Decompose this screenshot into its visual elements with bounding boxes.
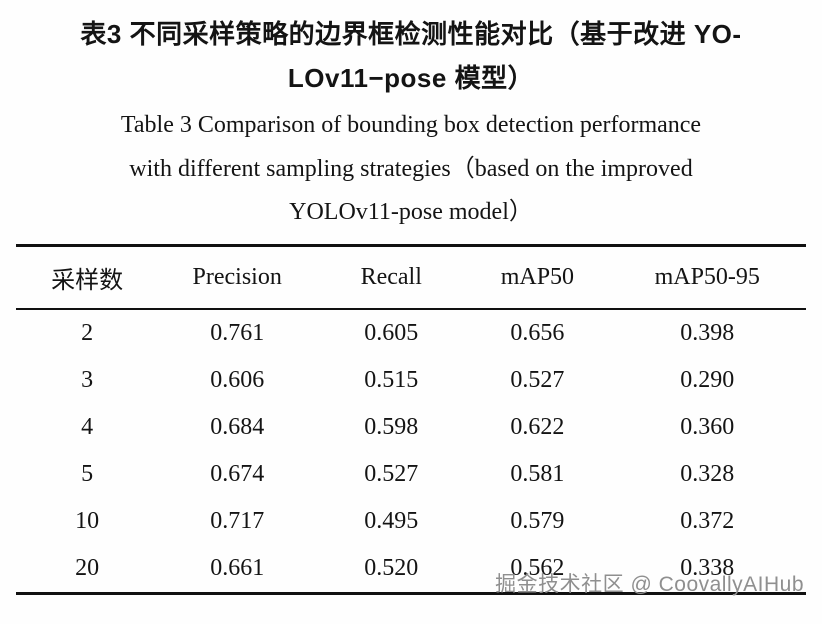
cell-recall: 0.527 bbox=[364, 460, 419, 487]
cell-map50: 0.527 bbox=[510, 366, 565, 393]
cell-sample-count: 20 bbox=[75, 554, 100, 581]
cell-map50: 0.579 bbox=[510, 507, 565, 534]
table-caption-chinese: 表3 不同采样策略的边界框检测性能对比（基于改进 YO- LOv11−pose … bbox=[0, 0, 822, 100]
cell-precision: 0.674 bbox=[210, 460, 265, 487]
cell-map50-95: 0.372 bbox=[680, 507, 735, 534]
cell-map50: 0.656 bbox=[510, 319, 565, 346]
results-table-container: 采样数 Precision Recall mAP50 mAP50-95 2 0.… bbox=[16, 243, 806, 595]
header-cell-map50: mAP50 bbox=[466, 245, 609, 310]
header-cell-map50-95: mAP50-95 bbox=[608, 245, 806, 310]
cell-map50-95: 0.338 bbox=[680, 554, 735, 581]
cell-precision: 0.684 bbox=[210, 413, 265, 440]
cell-map50-95: 0.398 bbox=[680, 319, 735, 346]
cell-precision: 0.717 bbox=[210, 507, 265, 534]
caption-en-line-1: Table 3 Comparison of bounding box detec… bbox=[120, 112, 702, 139]
cell-recall: 0.515 bbox=[364, 366, 419, 393]
table-row: 5 0.674 0.527 0.581 0.328 bbox=[16, 451, 806, 498]
cell-map50: 0.581 bbox=[510, 460, 565, 487]
table-caption-english: Table 3 Comparison of bounding box detec… bbox=[0, 104, 822, 234]
header-cell-precision: Precision bbox=[158, 245, 317, 310]
cell-recall: 0.520 bbox=[364, 554, 419, 581]
caption-zh-line-1: 表3 不同采样策略的边界框检测性能对比（基于改进 YO- bbox=[80, 19, 742, 49]
table-header-row: 采样数 Precision Recall mAP50 mAP50-95 bbox=[16, 245, 806, 310]
cell-recall: 0.495 bbox=[364, 507, 419, 534]
cell-map50-95: 0.290 bbox=[680, 366, 735, 393]
cell-sample-count: 3 bbox=[81, 366, 94, 393]
table-row: 10 0.717 0.495 0.579 0.372 bbox=[16, 498, 806, 545]
cell-recall: 0.605 bbox=[364, 319, 419, 346]
cell-precision: 0.761 bbox=[210, 319, 265, 346]
cell-recall: 0.598 bbox=[364, 413, 419, 440]
cell-map50-95: 0.328 bbox=[680, 460, 735, 487]
table-row: 3 0.606 0.515 0.527 0.290 bbox=[16, 357, 806, 404]
table-row: 4 0.684 0.598 0.622 0.360 bbox=[16, 404, 806, 451]
header-cell-recall: Recall bbox=[316, 245, 467, 310]
cell-map50-95: 0.360 bbox=[680, 413, 735, 440]
cell-sample-count: 5 bbox=[81, 460, 94, 487]
cell-map50: 0.622 bbox=[510, 413, 565, 440]
cell-map50: 0.562 bbox=[510, 554, 565, 581]
cell-sample-count: 10 bbox=[75, 507, 100, 534]
cell-precision: 0.661 bbox=[210, 554, 265, 581]
cell-sample-count: 4 bbox=[81, 413, 94, 440]
cell-sample-count: 2 bbox=[81, 319, 94, 346]
results-table: 采样数 Precision Recall mAP50 mAP50-95 2 0.… bbox=[16, 243, 806, 595]
caption-en-line-2: with different sampling strategies（based… bbox=[129, 155, 693, 182]
caption-en-line-3: YOLOv11-pose model） bbox=[289, 198, 533, 225]
caption-zh-line-2: LOv11−pose 模型） bbox=[287, 63, 535, 94]
table-row: 20 0.661 0.520 0.562 0.338 bbox=[16, 545, 806, 594]
cell-precision: 0.606 bbox=[210, 366, 265, 393]
header-cell-sample-count: 采样数 bbox=[16, 245, 159, 310]
table-row: 2 0.761 0.605 0.656 0.398 bbox=[16, 309, 806, 357]
